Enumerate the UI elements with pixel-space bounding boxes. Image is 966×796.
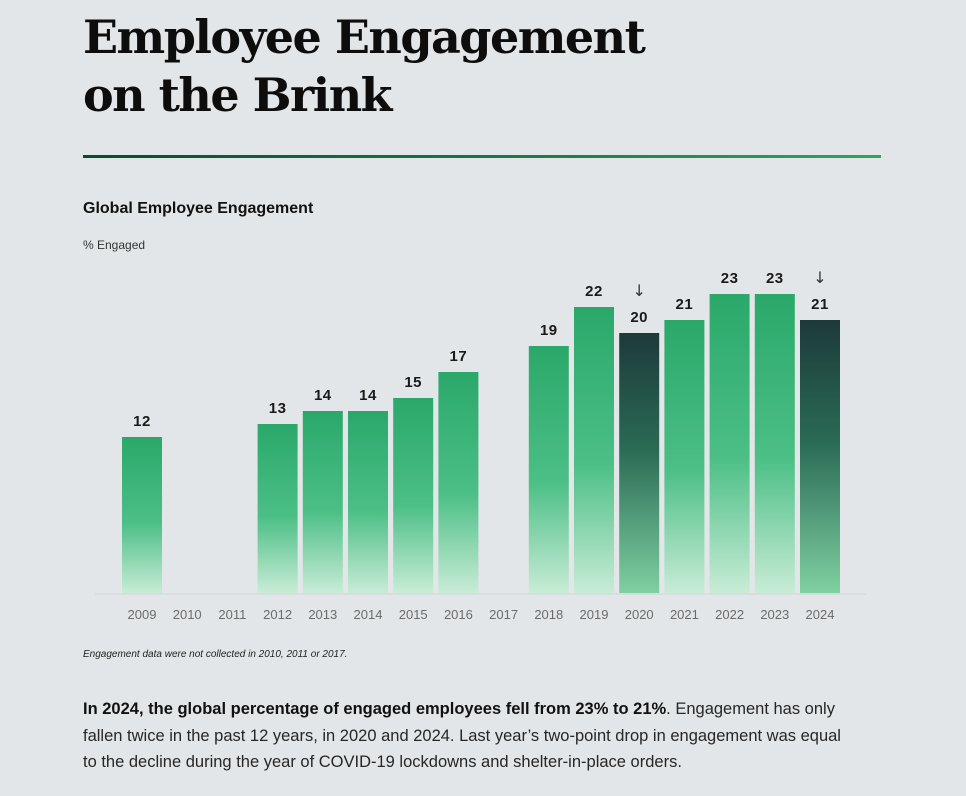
x-tick-label: 2020 [625, 607, 654, 622]
x-tick-label: 2010 [173, 607, 202, 622]
bar [257, 424, 298, 593]
bar-value-label: 14 [359, 387, 377, 404]
decline-arrow-icon: ↓ [813, 268, 826, 287]
chart-footnote: Engagement data were not collected in 20… [83, 649, 348, 660]
x-tick-label: 2013 [308, 607, 337, 622]
summary-bold: In 2024, the global percentage of engage… [83, 700, 667, 718]
bar [574, 307, 614, 593]
bar [754, 294, 795, 593]
bar-value-label: 14 [314, 387, 332, 404]
bar [348, 411, 388, 593]
bar [664, 320, 705, 593]
x-tick-label: 2022 [715, 607, 744, 622]
summary-rest: . Engagement has only fallen twice in th… [83, 700, 841, 771]
bar [800, 320, 840, 593]
y-axis-label: % Engaged [83, 238, 146, 252]
bar-value-label: 21 [811, 296, 829, 313]
bar-value-label: 21 [676, 296, 694, 313]
bar-value-label: 19 [540, 322, 558, 339]
summary-paragraph: In 2024, the global percentage of engage… [83, 696, 843, 776]
bar-value-label: 15 [404, 374, 422, 391]
x-tick-label: 2018 [534, 607, 563, 622]
bar [438, 372, 479, 593]
bar-value-label: 17 [450, 348, 468, 365]
page-title-line-2: on the Brink [83, 68, 393, 122]
bar-value-label: 22 [585, 283, 603, 300]
x-tick-label: 2024 [806, 607, 835, 622]
bar [528, 346, 569, 593]
x-tick-label: 2012 [263, 607, 292, 622]
title-divider [83, 155, 881, 158]
engagement-bar-chart: 2009 12 2010 2011 2012 13 2013 14 2014 14 2015 15 20… [95, 268, 866, 622]
x-tick-label: 2011 [218, 607, 246, 622]
x-tick-label: 2016 [444, 607, 473, 622]
bar [619, 333, 660, 593]
bar-value-label: 20 [630, 309, 648, 326]
bar [393, 398, 434, 593]
x-tick-label: 2015 [399, 607, 428, 622]
page-title: Employee Engagement on the Brink [83, 8, 883, 124]
bar-value-label: 23 [721, 270, 739, 287]
bar [122, 437, 162, 593]
x-tick-label: 2021 [670, 607, 699, 622]
x-tick-label: 2014 [354, 607, 383, 622]
bar-value-label: 13 [269, 400, 287, 417]
decline-arrow-icon: ↓ [632, 281, 645, 300]
x-tick-label: 2009 [128, 607, 157, 622]
x-tick-label: 2017 [489, 607, 518, 622]
bar-value-label: 23 [766, 270, 784, 287]
x-tick-label: 2023 [760, 607, 789, 622]
page-title-line-1: Employee Engagement [83, 10, 646, 64]
bar-value-label: 12 [133, 413, 151, 430]
bar [302, 411, 343, 593]
bar [709, 294, 750, 593]
chart-title: Global Employee Engagement [83, 200, 314, 217]
x-tick-label: 2019 [580, 607, 609, 622]
